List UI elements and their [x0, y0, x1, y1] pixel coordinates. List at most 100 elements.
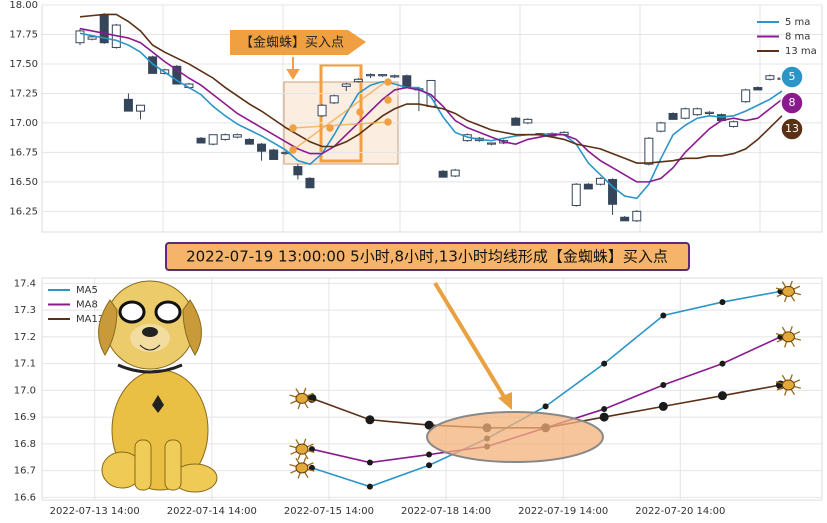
spider-body: [295, 392, 309, 404]
y-tick-label: 16.9: [14, 412, 36, 423]
ma-point: [366, 483, 373, 490]
cross-markers: [289, 78, 392, 154]
y-tick-label: 17.1: [14, 359, 36, 370]
candle-body: [390, 75, 400, 78]
spider-icon: [289, 387, 315, 410]
ma-point: [660, 381, 667, 388]
ma-point: [717, 391, 727, 401]
pointer-arrow: [433, 281, 508, 402]
ma-point: [601, 360, 608, 367]
x-tick-label: 2022-07-19 14:00: [518, 506, 608, 517]
ma-point: [601, 406, 608, 413]
candle-body: [208, 134, 218, 145]
candle-body: [220, 134, 230, 140]
candle-body: [317, 104, 327, 117]
spider-icon: [775, 280, 802, 303]
candle-body: [656, 122, 666, 132]
ma-line: [79, 32, 783, 200]
candle-body: [123, 98, 133, 112]
ma-point: [542, 403, 549, 410]
candle-body: [402, 75, 412, 89]
ma-badge-label: 8: [789, 96, 796, 109]
candle-body: [257, 143, 267, 152]
candle-body: [329, 95, 339, 104]
candle-body: [644, 137, 654, 165]
ma-point: [365, 415, 375, 425]
y-tick-label: 17.50: [9, 59, 38, 70]
spider-icon: [775, 326, 802, 348]
legend-label: 13 ma: [785, 46, 817, 57]
plot-area: [41, 4, 823, 233]
spider-body: [295, 462, 309, 474]
candle-body: [244, 138, 254, 145]
x-tick-label: 2022-07-15 14:00: [284, 506, 374, 517]
top-chart: 16.25 16.50 16.75 17.00 17.25 17.50 17.75 18.00…: [9, 0, 823, 233]
candle-body: [87, 36, 97, 40]
candle-body: [293, 166, 303, 176]
spider-body: [781, 331, 795, 343]
highlight-ellipse: [426, 411, 604, 463]
legend-label: MA8: [76, 300, 98, 311]
y-tick-label: 18.00: [9, 0, 38, 11]
y-tick-label: 16.75: [9, 147, 38, 158]
ma-point: [719, 360, 726, 367]
legend-label: 8 ma: [785, 32, 810, 43]
candle-body: [632, 210, 642, 222]
candle-body: [692, 108, 702, 116]
ma-line: [79, 13, 783, 164]
annotation: 【金蜘蛛】买入点: [240, 35, 344, 51]
dog-illustration: [98, 280, 218, 493]
candle-body: [765, 75, 775, 80]
y-tick-label: 16.7: [14, 466, 36, 477]
legend-label: MA13: [76, 314, 104, 325]
legend-label: 5 ma: [785, 17, 810, 28]
ma-point: [719, 299, 726, 306]
candle-body: [571, 183, 581, 206]
candle-body: [487, 142, 497, 145]
x-tick-label: 2022-07-18 14:00: [401, 506, 491, 517]
x-tick-label: 2022-07-13 14:00: [50, 506, 140, 517]
annotation-pointer: [286, 57, 300, 80]
y-tick-label: 16.8: [14, 439, 36, 450]
spider-icon: [289, 438, 315, 460]
candle-body: [232, 134, 242, 138]
candle-body: [172, 65, 182, 85]
annotation-arrow: [230, 30, 366, 55]
candle-body: [753, 87, 763, 91]
candle-body: [75, 30, 85, 44]
ma-badge: [780, 117, 804, 141]
candle-body: [378, 74, 388, 77]
ma-badge: [780, 65, 804, 89]
ma-point: [308, 464, 315, 471]
candle-body: [680, 108, 690, 119]
candle-body: [341, 83, 351, 87]
ma-badge: [780, 91, 804, 115]
ma-badge-label: 5: [789, 70, 796, 83]
ma-point: [660, 312, 667, 319]
banner: [165, 242, 690, 271]
ma-point: [424, 420, 434, 430]
candle-body: [620, 216, 630, 222]
x-tick-label: 2022-07-14 14:00: [167, 506, 257, 517]
candle-body: [148, 56, 158, 74]
candle-body: [741, 89, 751, 103]
banner-text: 2022-07-19 13:00:00 5小时,8小时,13小时均线形成【金蜘蛛…: [186, 248, 668, 266]
ma-badge-label: 13: [785, 122, 799, 135]
ma-point: [426, 462, 433, 469]
top-overlay: 【金蜘蛛】买入点 5 8 13: [230, 30, 804, 154]
y-tick-label: 17.25: [9, 88, 38, 99]
ma-point: [658, 401, 668, 411]
candle-body: [353, 78, 363, 83]
candle-body: [305, 177, 315, 189]
candle-body: [668, 112, 678, 120]
ma-point: [366, 459, 373, 466]
spider-body: [295, 443, 309, 455]
x-tick-label: 2022-07-20 14:00: [635, 506, 725, 517]
pointer-head: [498, 392, 512, 410]
ma-point: [426, 451, 433, 458]
candle-body: [729, 121, 739, 127]
candle-body: [608, 179, 618, 205]
spider-body: [781, 379, 795, 391]
candle-body: [269, 149, 279, 160]
